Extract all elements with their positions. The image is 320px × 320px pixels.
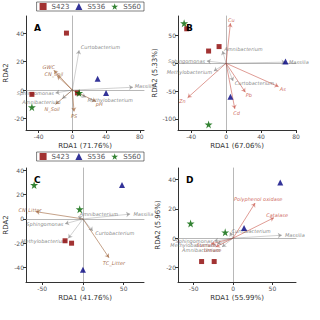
svg-text:40: 40: [16, 30, 24, 37]
svg-text:-40: -40: [34, 133, 44, 140]
svg-text:Curtobacterium: Curtobacterium: [235, 80, 274, 86]
svg-text:0: 0: [231, 285, 235, 292]
svg-text:Amnibacterium: Amnibacterium: [21, 99, 60, 105]
svg-text:S423: S423: [52, 3, 70, 11]
svg-text:TC_Litter: TC_Litter: [103, 260, 126, 267]
svg-text:0: 0: [20, 215, 24, 222]
svg-text:B: B: [186, 23, 193, 33]
svg-text:20: 20: [168, 205, 176, 212]
svg-text:0: 0: [81, 285, 85, 292]
svg-text:RDA2 (5.96%): RDA2 (5.96%): [154, 200, 162, 250]
svg-text:CN_Litter: CN_Litter: [19, 207, 43, 214]
svg-text:50: 50: [168, 32, 176, 39]
svg-text:Sphingomonas: Sphingomonas: [176, 238, 213, 245]
svg-text:Zn: Zn: [178, 98, 186, 104]
svg-text:Massilia: Massilia: [289, 59, 309, 65]
svg-text:40: 40: [102, 133, 110, 140]
svg-text:50: 50: [120, 285, 128, 292]
svg-text:0: 0: [70, 133, 74, 140]
svg-text:-50: -50: [166, 88, 176, 95]
svg-text:Curtobacterium: Curtobacterium: [81, 44, 120, 50]
svg-text:40: 40: [16, 167, 24, 174]
svg-text:80: 80: [292, 133, 300, 140]
svg-text:S423: S423: [52, 153, 70, 161]
svg-text:S536: S536: [87, 3, 105, 11]
svg-text:Sphingomonas: Sphingomonas: [168, 58, 205, 65]
svg-text:Methylobacterium: Methylobacterium: [167, 69, 213, 76]
svg-text:Massilia: Massilia: [285, 232, 305, 238]
svg-text:S536: S536: [87, 153, 105, 161]
svg-text:20: 20: [16, 58, 24, 65]
svg-text:Cd: Cd: [233, 110, 240, 116]
svg-text:-20: -20: [166, 264, 176, 271]
svg-text:0: 0: [224, 133, 228, 140]
svg-text:40: 40: [168, 176, 176, 183]
svg-text:Curtobacterium: Curtobacterium: [95, 230, 134, 236]
svg-text:S560: S560: [123, 153, 141, 161]
svg-text:Curtobacterium: Curtobacterium: [231, 228, 270, 234]
svg-text:Methylobacterium: Methylobacterium: [21, 238, 67, 245]
svg-text:RDA2: RDA2: [2, 215, 10, 234]
svg-text:Polyphenol oxidase: Polyphenol oxidase: [234, 196, 282, 203]
svg-text:Catalase: Catalase: [266, 212, 288, 218]
svg-text:PS: PS: [71, 113, 78, 119]
svg-text:pH: pH: [95, 101, 103, 108]
svg-text:Pb: Pb: [246, 92, 252, 98]
svg-text:RDA1 (71.76%): RDA1 (71.76%): [58, 142, 112, 150]
svg-text:As: As: [279, 86, 286, 92]
svg-text:Sphingomonas: Sphingomonas: [26, 221, 63, 228]
svg-text:-40: -40: [186, 133, 196, 140]
svg-text:-50: -50: [189, 285, 199, 292]
svg-text:Sphingomonas: Sphingomonas: [17, 90, 54, 97]
svg-text:Massilia: Massilia: [133, 211, 153, 217]
svg-text:S560: S560: [123, 3, 141, 11]
svg-text:GWC: GWC: [43, 64, 56, 70]
svg-text:-40: -40: [14, 264, 24, 271]
svg-text:0: 0: [172, 234, 176, 242]
svg-text:N_Soil: N_Soil: [44, 106, 60, 113]
svg-text:Amnibacterium: Amnibacterium: [181, 247, 220, 253]
svg-text:RDA1 (41.76%): RDA1 (41.76%): [58, 294, 112, 302]
svg-text:-20: -20: [14, 115, 24, 122]
svg-text:RDA2: RDA2: [2, 63, 10, 82]
svg-text:Methylobacterium: Methylobacterium: [88, 97, 134, 104]
svg-text:RDA1 (55.99%): RDA1 (55.99%): [210, 294, 264, 302]
svg-text:20: 20: [16, 191, 24, 198]
svg-text:50: 50: [269, 285, 277, 292]
svg-text:-50: -50: [37, 285, 47, 292]
svg-text:Massilia: Massilia: [135, 83, 155, 89]
svg-text:D: D: [186, 175, 193, 185]
svg-text:40: 40: [257, 133, 265, 140]
svg-text:RDA1 (67.06%): RDA1 (67.06%): [210, 142, 264, 150]
svg-text:C: C: [34, 175, 41, 185]
svg-text:A: A: [34, 23, 41, 33]
svg-text:Amnibacterium: Amnibacterium: [223, 46, 262, 52]
svg-text:Cu: Cu: [228, 17, 235, 23]
svg-text:80: 80: [136, 133, 144, 140]
svg-text:CN_Soil: CN_Soil: [44, 71, 63, 78]
svg-text:RDA2 (5.33%): RDA2 (5.33%): [151, 48, 159, 98]
svg-text:-100: -100: [162, 115, 176, 122]
svg-text:-20: -20: [14, 239, 24, 247]
svg-text:Amnibacterium: Amnibacterium: [79, 211, 118, 217]
